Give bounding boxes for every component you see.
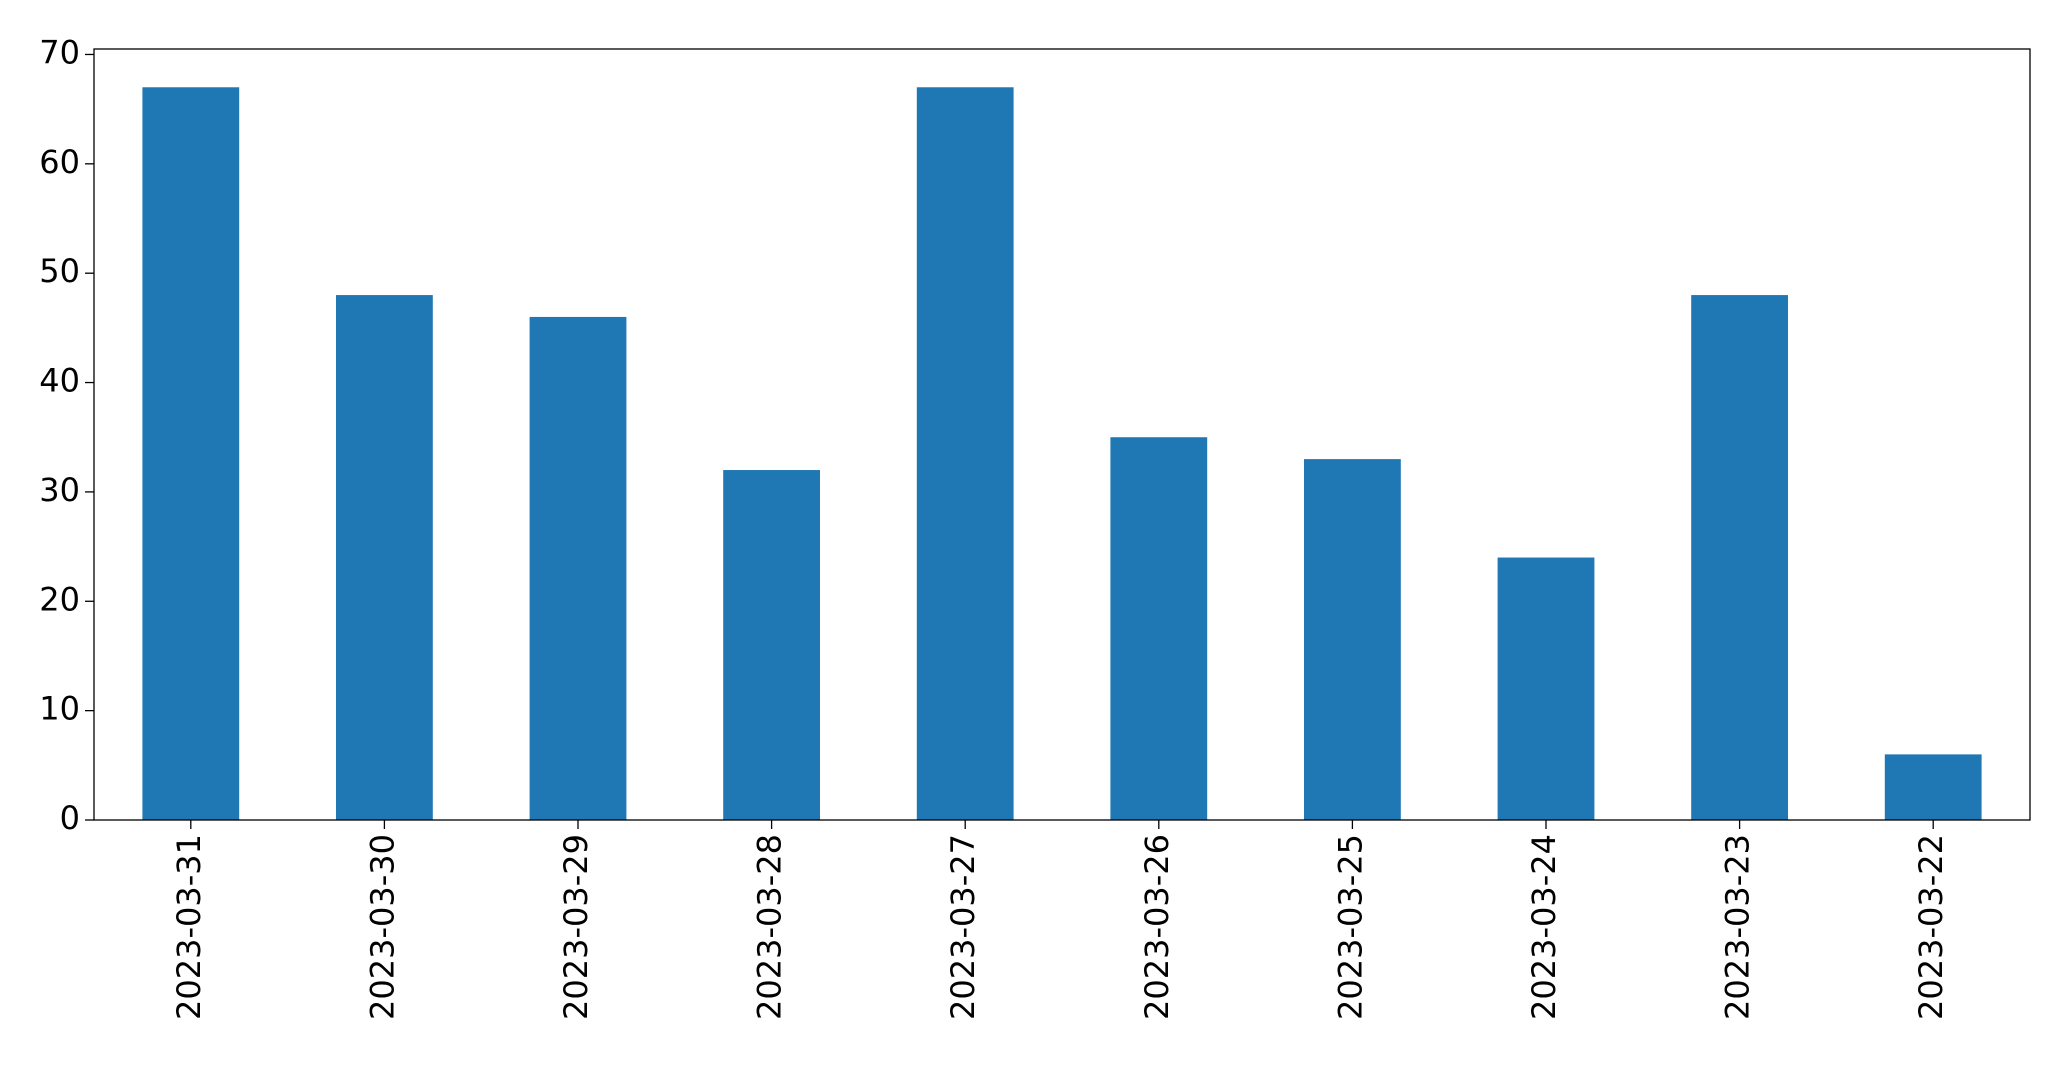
y-tick-label: 70 bbox=[39, 33, 80, 71]
y-tick-label: 60 bbox=[39, 143, 80, 181]
x-tick-label: 2023-03-28 bbox=[751, 834, 789, 1020]
bar bbox=[142, 87, 240, 820]
bar bbox=[1691, 295, 1788, 820]
x-tick-label: 2023-03-27 bbox=[944, 834, 982, 1020]
bar bbox=[916, 87, 1014, 820]
y-tick-label: 20 bbox=[39, 580, 80, 618]
y-tick-label: 50 bbox=[39, 252, 80, 290]
y-tick-label: 40 bbox=[39, 362, 80, 400]
plot-frame bbox=[93, 48, 2031, 821]
x-tick-label: 2023-03-24 bbox=[1525, 834, 1563, 1020]
bar bbox=[723, 470, 820, 820]
x-tick-label: 2023-03-31 bbox=[170, 834, 208, 1020]
x-tick-label: 2023-03-29 bbox=[557, 834, 595, 1020]
x-tick-label: 2023-03-26 bbox=[1138, 834, 1176, 1020]
x-tick-label: 2023-03-23 bbox=[1719, 834, 1757, 1020]
bar bbox=[1497, 557, 1595, 820]
bar bbox=[529, 316, 627, 820]
bar bbox=[1884, 754, 1982, 820]
x-tick-label: 2023-03-30 bbox=[363, 834, 401, 1020]
y-tick-label: 0 bbox=[60, 799, 80, 837]
x-tick-label: 2023-03-25 bbox=[1331, 834, 1369, 1020]
bar bbox=[336, 295, 433, 820]
y-tick-label: 30 bbox=[39, 471, 80, 509]
x-tick-label: 2023-03-22 bbox=[1912, 834, 1950, 1020]
bar bbox=[1110, 437, 1208, 820]
y-tick-label: 10 bbox=[39, 690, 80, 728]
bar bbox=[1304, 459, 1401, 820]
